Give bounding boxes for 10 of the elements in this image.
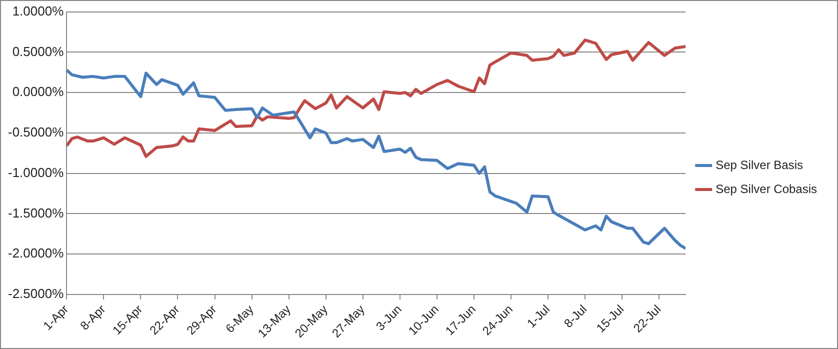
legend-label: Sep Silver Cobasis bbox=[716, 182, 818, 196]
legend-label: Sep Silver Basis bbox=[716, 158, 803, 172]
y-tick-label: -0.5000% bbox=[8, 124, 64, 140]
y-tick-label: 0.5000% bbox=[12, 44, 64, 59]
y-tick-label: 1.0000% bbox=[12, 3, 64, 18]
y-tick-label: -2.5000% bbox=[8, 286, 64, 302]
y-tick-label: -2.0000% bbox=[8, 246, 64, 261]
y-tick-label: 0.0000% bbox=[12, 84, 64, 100]
y-tick-label: -1.0000% bbox=[8, 164, 64, 180]
y-tick-label: -1.5000% bbox=[8, 205, 64, 220]
